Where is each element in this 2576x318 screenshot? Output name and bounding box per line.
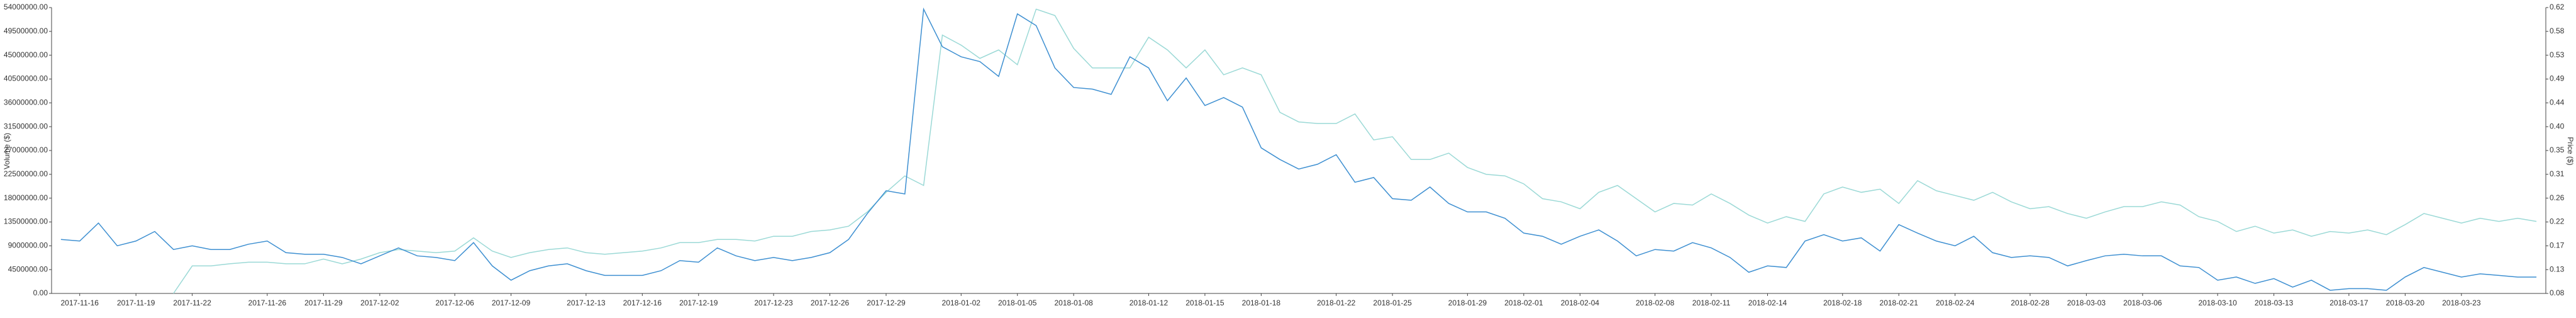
y2-tick-label: 0.40 — [2550, 122, 2565, 130]
x-tick-label: 2017-11-26 — [248, 298, 287, 307]
y2-axis-title: Price ($) — [2566, 137, 2575, 165]
series-line — [60, 7, 2537, 291]
x-tick-label: 2018-03-23 — [2442, 298, 2481, 307]
x-tick-label: 2017-12-09 — [492, 298, 531, 307]
x-tick-label: 2018-01-05 — [998, 298, 1037, 307]
x-tick-label: 2018-02-11 — [1692, 298, 1731, 307]
x-tick-label: 2017-12-16 — [623, 298, 662, 307]
x-tick-label: 2018-03-10 — [2198, 298, 2237, 307]
y2-tick-label: 0.62 — [2550, 3, 2565, 11]
y2-tick-label: 0.22 — [2550, 217, 2565, 226]
x-tick-label: 2018-03-17 — [2329, 298, 2368, 307]
y2-tick-label: 0.35 — [2550, 145, 2565, 154]
y2-tick-label: 0.17 — [2550, 241, 2565, 250]
x-tick-label: 2017-11-19 — [117, 298, 155, 307]
x-tick-label: 2018-01-02 — [942, 298, 981, 307]
x-tick-label: 2018-02-28 — [2011, 298, 2050, 307]
x-tick-label: 2017-12-13 — [567, 298, 606, 307]
x-tick-label: 2017-12-19 — [679, 298, 718, 307]
y-tick-label: 18000000.00 — [4, 193, 48, 202]
x-tick-label: 2018-03-06 — [2123, 298, 2162, 307]
y-tick-label: 13500000.00 — [4, 217, 48, 226]
x-tick-label: 2018-02-24 — [1936, 298, 1975, 307]
x-tick-label: 2017-12-26 — [811, 298, 850, 307]
x-tick-label: 2017-12-23 — [754, 298, 793, 307]
y2-tick-label: 0.08 — [2550, 288, 2565, 297]
y-tick-label: 45000000.00 — [4, 50, 48, 59]
y2-tick-label: 0.13 — [2550, 264, 2565, 273]
x-tick-label: 2017-11-29 — [304, 298, 343, 307]
y-axis-title: Volume ($) — [3, 133, 11, 169]
y-tick-label: 22500000.00 — [4, 169, 48, 178]
x-tick-label: 2017-12-29 — [867, 298, 906, 307]
y2-tick-label: 0.26 — [2550, 193, 2565, 202]
y-tick-label: 36000000.00 — [4, 98, 48, 107]
x-tick-label: 2018-02-14 — [1748, 298, 1787, 307]
x-tick-label: 2018-01-08 — [1054, 298, 1093, 307]
x-tick-label: 2018-01-29 — [1448, 298, 1487, 307]
y2-tick-label: 0.44 — [2550, 98, 2565, 107]
x-tick-label: 2017-12-02 — [360, 298, 399, 307]
y2-tick-label: 0.49 — [2550, 74, 2565, 83]
x-tick-label: 2017-12-06 — [435, 298, 474, 307]
x-tick-label: 2018-01-15 — [1185, 298, 1224, 307]
y-tick-label: 9000000.00 — [8, 241, 48, 250]
x-tick-label: 2018-02-01 — [1504, 298, 1543, 307]
y-tick-label: 54000000.00 — [4, 3, 48, 11]
x-tick-label: 2018-02-21 — [1880, 298, 1919, 307]
x-tick-label: 2018-03-20 — [2386, 298, 2425, 307]
x-tick-label: 2018-01-25 — [1373, 298, 1412, 307]
x-tick-label: 2018-02-04 — [1561, 298, 1600, 307]
y2-tick-label: 0.58 — [2550, 26, 2565, 35]
y-tick-label: 4500000.00 — [8, 264, 48, 273]
y-tick-label: 31500000.00 — [4, 122, 48, 130]
x-tick-label: 2018-02-08 — [1636, 298, 1675, 307]
x-tick-label: 2018-01-22 — [1317, 298, 1356, 307]
y-tick-label: 27000000.00 — [4, 145, 48, 154]
y2-tick-label: 0.53 — [2550, 50, 2565, 59]
series-line — [173, 8, 2537, 294]
y-tick-label: 0.00 — [33, 288, 48, 297]
y-tick-label: 40500000.00 — [4, 74, 48, 83]
x-tick-label: 2018-01-18 — [1242, 298, 1281, 307]
x-tick-label: 2018-03-03 — [2067, 298, 2106, 307]
y-tick-label: 49500000.00 — [4, 26, 48, 35]
x-tick-label: 2017-11-16 — [60, 298, 99, 307]
x-tick-label: 2018-01-12 — [1130, 298, 1169, 307]
x-tick-label: 2018-02-18 — [1823, 298, 1862, 307]
x-tick-label: 2018-03-13 — [2255, 298, 2294, 307]
x-tick-label: 2017-11-22 — [173, 298, 211, 307]
y2-tick-label: 0.31 — [2550, 169, 2565, 178]
